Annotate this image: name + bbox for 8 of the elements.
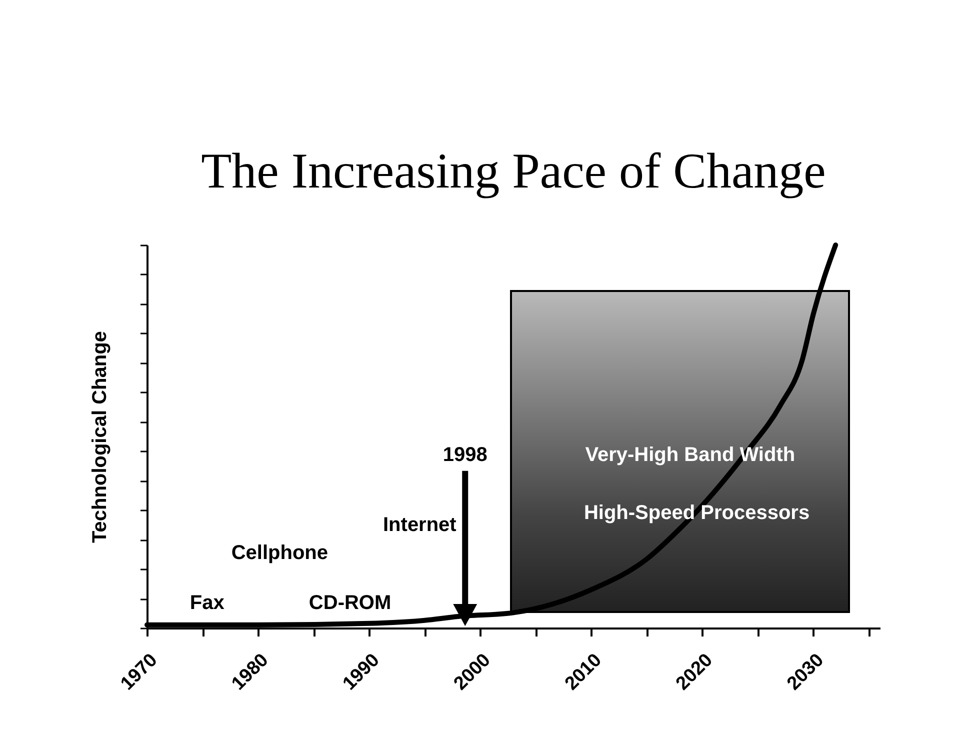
chart-title: The Increasing Pace of Change (201, 142, 826, 198)
y-axis-title: Technological Change (88, 331, 111, 543)
annotation: 1998 (442, 444, 488, 466)
annotation: High-Speed Processors (584, 502, 810, 524)
annotation: Internet (383, 514, 457, 536)
annotation: CD-ROM (308, 592, 392, 614)
annotation: Cellphone (231, 542, 328, 564)
annotation: Fax (190, 592, 224, 614)
